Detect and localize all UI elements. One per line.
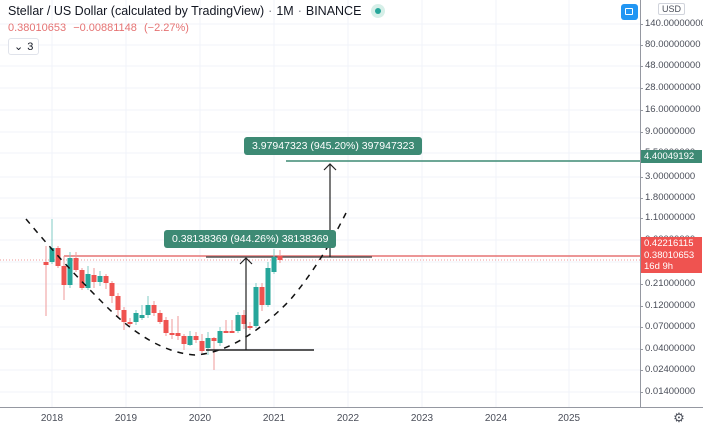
price-tick-label: 0.04000000 bbox=[639, 343, 696, 354]
price-tick-label: 0.21000000 bbox=[639, 278, 696, 289]
candle-down bbox=[169, 333, 175, 335]
candle-down bbox=[103, 276, 109, 283]
price-tick-label: 0.01400000 bbox=[639, 386, 696, 397]
candle-down bbox=[115, 296, 121, 310]
arrow-up-icon bbox=[323, 163, 337, 171]
candle-down bbox=[199, 341, 205, 351]
candle-down bbox=[223, 331, 229, 333]
price-tick-label: 3.00000000 bbox=[639, 171, 696, 182]
price-tick-label: 1.80000000 bbox=[639, 192, 696, 203]
symbol-name[interactable]: Stellar / US Dollar (calculated by Tradi… bbox=[8, 4, 265, 18]
time-tick-label: 2024 bbox=[484, 413, 508, 424]
price-label: 0.38010653 bbox=[641, 249, 702, 262]
candle-down bbox=[211, 338, 217, 341]
price-label: 4.40049192 bbox=[641, 150, 702, 163]
candle-down bbox=[121, 310, 127, 322]
candle-down bbox=[175, 333, 181, 336]
measure-label-small[interactable]: 0.38138369 (944.26%) 38138369 bbox=[164, 230, 337, 248]
indicators-collapse-button[interactable]: ⌄ 3 bbox=[8, 38, 40, 55]
arrow-up-icon bbox=[239, 257, 253, 265]
candle-down bbox=[91, 275, 97, 282]
price-tick-label: 0.02400000 bbox=[639, 364, 696, 375]
price-change: −0.00881148 bbox=[73, 22, 137, 34]
candle-up bbox=[49, 248, 55, 262]
candle-down bbox=[79, 270, 85, 288]
candle-down bbox=[157, 313, 163, 322]
exchange-label: BINANCE bbox=[305, 4, 362, 18]
time-tick-label: 2023 bbox=[410, 413, 434, 424]
time-tick-label: 2018 bbox=[40, 413, 64, 424]
separator: · bbox=[268, 4, 273, 18]
indicators-count: 3 bbox=[27, 40, 34, 53]
time-tick-label: 2021 bbox=[262, 413, 286, 424]
candle-up bbox=[235, 315, 241, 331]
candle-up bbox=[139, 315, 145, 318]
candle-up bbox=[67, 258, 73, 285]
candle-down bbox=[61, 266, 67, 285]
time-axis[interactable] bbox=[0, 407, 703, 429]
candle-up bbox=[205, 338, 211, 348]
candle-up bbox=[97, 276, 103, 282]
price-tick-label: 28.00000000 bbox=[639, 82, 701, 93]
price-change-percent: (−2.27%) bbox=[143, 22, 189, 34]
price-tick-label: 0.07000000 bbox=[639, 321, 696, 332]
fullscreen-button[interactable] bbox=[621, 4, 638, 20]
candle-up bbox=[133, 313, 139, 322]
settings-gear-icon[interactable]: ⚙ bbox=[673, 410, 685, 425]
candle-down bbox=[181, 336, 187, 344]
time-tick-label: 2025 bbox=[557, 413, 581, 424]
price-tick-label: 1.10000000 bbox=[639, 212, 696, 223]
candle-down bbox=[127, 322, 133, 324]
price-tick-label: 9.00000000 bbox=[639, 126, 696, 137]
price-tick-label: 48.00000000 bbox=[639, 60, 701, 71]
measure-label-large[interactable]: 3.97947323 (945.20%) 397947323 bbox=[244, 137, 423, 155]
time-tick-label: 2020 bbox=[188, 413, 212, 424]
candle-up bbox=[253, 287, 259, 326]
last-price: 0.38010653 bbox=[8, 22, 67, 34]
price-tick-label: 16.00000000 bbox=[639, 104, 701, 115]
candle-down bbox=[241, 315, 247, 324]
candle-up bbox=[271, 257, 277, 272]
candle-down bbox=[163, 320, 169, 333]
candle-up bbox=[265, 268, 271, 305]
candle-up bbox=[187, 336, 193, 345]
price-label: 0.42216115 bbox=[641, 237, 702, 250]
chart-header: Stellar / US Dollar (calculated by Tradi… bbox=[8, 4, 386, 55]
price-change-row: 0.38010653 −0.00881148 (−2.27%) bbox=[8, 22, 385, 34]
price-tick-label: 140.00000000 bbox=[640, 18, 703, 29]
candle-up bbox=[217, 331, 223, 343]
price-axis[interactable] bbox=[640, 0, 703, 407]
candle-up bbox=[85, 274, 91, 288]
chevron-down-icon: ⌄ bbox=[14, 41, 24, 53]
market-status-icon bbox=[371, 4, 386, 18]
chart-canvas[interactable] bbox=[0, 0, 640, 407]
time-tick-label: 2022 bbox=[336, 413, 360, 424]
time-tick-label: 2019 bbox=[114, 413, 138, 424]
price-tick-label: 80.00000000 bbox=[639, 39, 701, 50]
candle-down bbox=[229, 331, 235, 333]
price-tick-label: 0.12000000 bbox=[639, 300, 696, 311]
candle-up bbox=[145, 305, 151, 315]
interval-label[interactable]: 1M bbox=[276, 4, 294, 18]
candle-down bbox=[247, 326, 253, 328]
candle-down bbox=[259, 287, 265, 305]
candle-down bbox=[43, 262, 49, 265]
candle-down bbox=[277, 256, 283, 260]
price-label: 16d 9h bbox=[641, 260, 702, 273]
symbol-title-row: Stellar / US Dollar (calculated by Tradi… bbox=[8, 4, 386, 18]
cup-pattern-curve bbox=[25, 212, 347, 356]
currency-badge[interactable]: USD bbox=[658, 3, 686, 15]
candle-down bbox=[73, 258, 79, 270]
candle-down bbox=[193, 336, 199, 340]
separator: · bbox=[297, 4, 302, 18]
candle-down bbox=[151, 305, 157, 313]
candle-down bbox=[109, 283, 115, 296]
